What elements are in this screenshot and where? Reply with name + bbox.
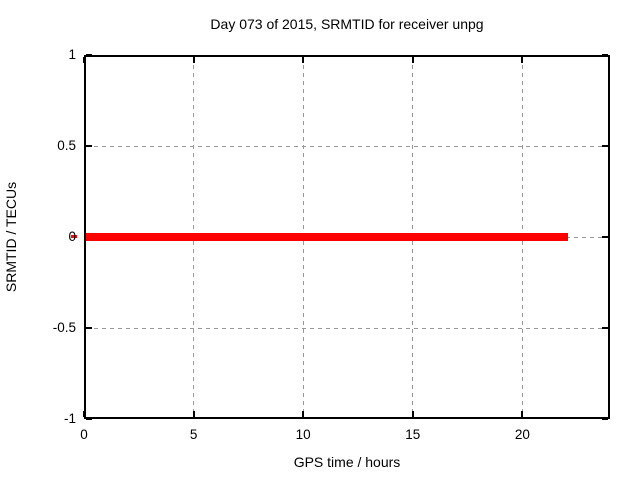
y-tick-mark-right <box>602 145 608 147</box>
y-axis-title: SRMTID / TECUs <box>3 181 19 293</box>
x-tick-mark-bottom <box>192 411 195 417</box>
y-tick-mark-right <box>602 418 608 420</box>
x-tick-labels-layer: 0 5 10 15 20 <box>80 55 610 442</box>
y-gridline <box>86 327 608 329</box>
y-tick-mark-right <box>602 236 608 238</box>
y-tick-mark-right <box>602 54 608 56</box>
y-tick-mark-left <box>86 145 92 147</box>
y-tick-label: -0.5 <box>52 320 76 335</box>
y-tick-mark-left <box>86 54 92 56</box>
x-tick-label: 15 <box>405 427 421 442</box>
series-SRMTID-segment <box>84 233 569 241</box>
y-tick-mark-right <box>602 327 608 329</box>
x-tick-mark-bottom <box>83 411 85 417</box>
y-tick-label: 0 <box>68 229 76 244</box>
chart-title: Day 073 of 2015, SRMTID for receiver unp… <box>210 16 484 32</box>
x-tick-label: 10 <box>295 427 311 442</box>
y-tick-label: -1 <box>63 411 76 426</box>
x-tick-mark-top <box>192 57 195 63</box>
y-tick-label: 1 <box>68 47 76 62</box>
x-tick-mark-top <box>302 57 305 63</box>
x-tick-mark-bottom <box>302 411 305 417</box>
y-tick-mark-left <box>86 327 92 329</box>
x-tick-mark-bottom <box>521 411 524 417</box>
x-tick-label: 5 <box>189 427 198 442</box>
series-layer <box>84 55 610 419</box>
y-tick-labels-layer: 1 0.5 0 -0.5 -1 <box>53 47 610 426</box>
x-tick-mark-top <box>411 57 414 63</box>
series-left-endcap-artifact <box>71 235 77 238</box>
y-tick-mark-left <box>86 418 92 420</box>
x-tick-mark-top <box>521 57 524 63</box>
x-tick-mark-bottom <box>411 411 414 417</box>
x-tick-label: 0 <box>80 427 88 442</box>
x-tick-mark-top <box>83 57 85 63</box>
x-axis-title: GPS time / hours <box>293 454 401 470</box>
y-gridline <box>86 145 608 147</box>
y-tick-label: 0.5 <box>57 138 76 153</box>
x-tick-label: 20 <box>514 427 530 442</box>
plot-area: 0 5 10 15 20 1 0.5 0 -0.5 -1 <box>53 47 610 442</box>
